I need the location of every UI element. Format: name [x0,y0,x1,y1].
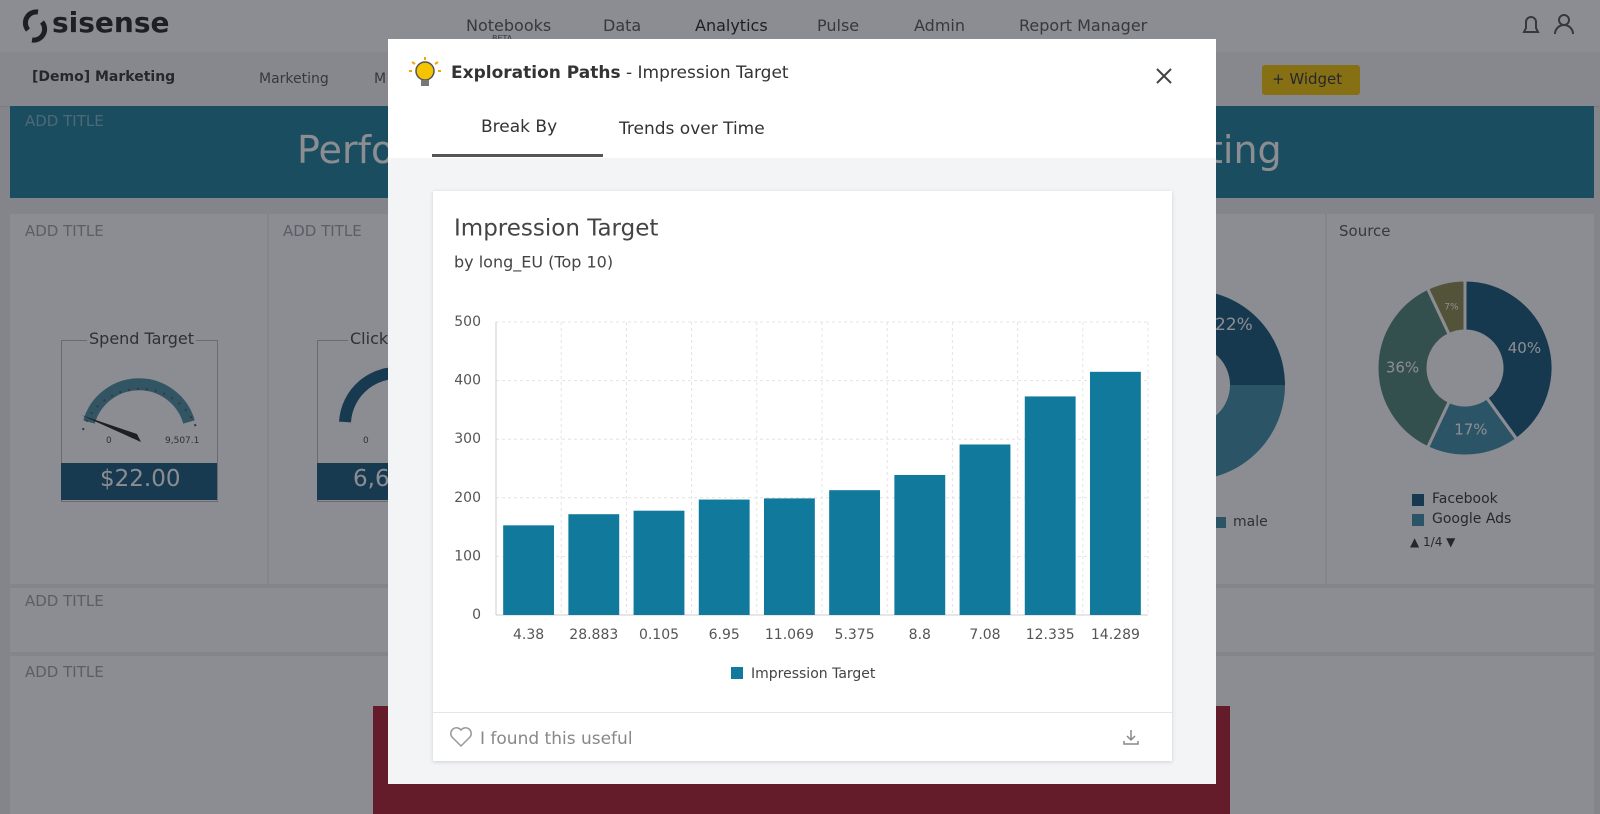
close-button[interactable] [1155,67,1173,85]
bar [1089,371,1141,615]
x-tick-label: 28.883 [569,627,618,643]
modal-header [388,39,1216,158]
y-tick-label: 300 [454,431,481,447]
y-tick-label: 0 [472,607,481,623]
x-tick-label: 6.95 [709,627,740,643]
bar [503,525,555,615]
tab[interactable]: Trends over Time [619,119,765,139]
tab-active[interactable]: Break By [481,117,558,137]
legend-swatch [731,667,743,679]
y-tick-label: 200 [454,490,481,506]
x-tick-label: 12.335 [1026,627,1075,643]
bar [568,514,620,615]
modal-title-text: Exploration Paths [451,63,621,83]
heart-icon[interactable] [449,726,473,748]
bar [763,498,815,615]
legend-label: Impression Target [751,666,876,682]
download-icon[interactable] [1122,728,1140,746]
y-tick-label: 100 [454,548,481,564]
x-tick-label: 14.289 [1091,627,1140,643]
x-tick-label: 0.105 [639,627,679,643]
bulb-icon [409,57,441,86]
bar [894,474,946,615]
modal-subtitle: - Impression Target [626,63,789,83]
x-tick-label: 7.08 [969,627,1000,643]
bar [959,444,1011,615]
bar [829,490,881,615]
bar [1024,396,1076,615]
chart: Impression Target by long_EU (Top 10) 0 1… [454,216,1149,682]
chart-title: Impression Target [454,216,658,242]
chart-subtitle: by long_EU (Top 10) [454,253,613,273]
tab-underline [432,154,603,157]
y-tick-label: 500 [454,314,481,330]
y-tick-label: 400 [454,373,481,389]
card-divider [433,712,1172,713]
x-tick-label: 4.38 [513,627,544,643]
modal-title: Exploration Paths - Impression Target [451,63,789,83]
x-tick-label: 11.069 [765,627,814,643]
x-tick-label: 5.375 [835,627,875,643]
bar [633,510,685,615]
x-tick-label: 8.8 [909,627,931,643]
feedback[interactable]: I found this useful [480,729,633,749]
bar [698,499,750,615]
